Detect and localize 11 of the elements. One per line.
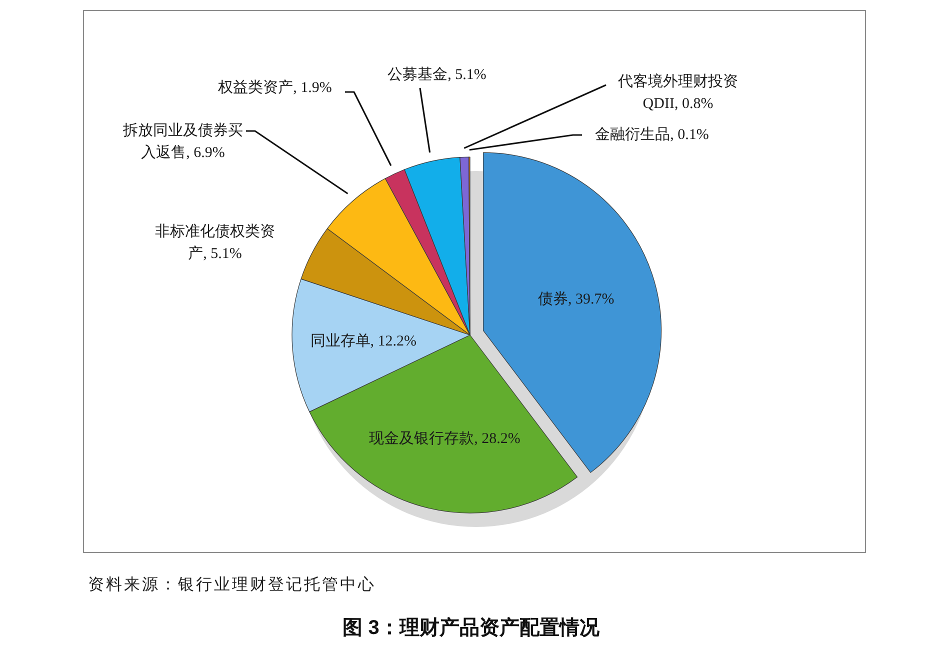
text: 图 3：理财产品资产配置情况 (342, 616, 600, 639)
slice-label: 公募基金, 5.1% (388, 66, 486, 83)
slice-label: 债券, 39.7% (538, 290, 614, 308)
slice-label: 金融衍生品, 0.1% (595, 126, 709, 143)
slice-label: 权益类资产, 1.9% (217, 79, 332, 96)
slice-label: 非标准化债权类资产, 5.1% (155, 223, 275, 262)
slice-label: 现金及银行存款, 28.2% (369, 430, 520, 447)
slice-label: 代客境外理财投资QDII, 0.8% (617, 73, 738, 112)
slice-label: 拆放同业及债券买入返售, 6.9% (122, 122, 243, 161)
slice-label: 同业存单, 12.2% (310, 332, 417, 350)
text: 资料来源：银行业理财登记托管中心 (88, 576, 376, 594)
